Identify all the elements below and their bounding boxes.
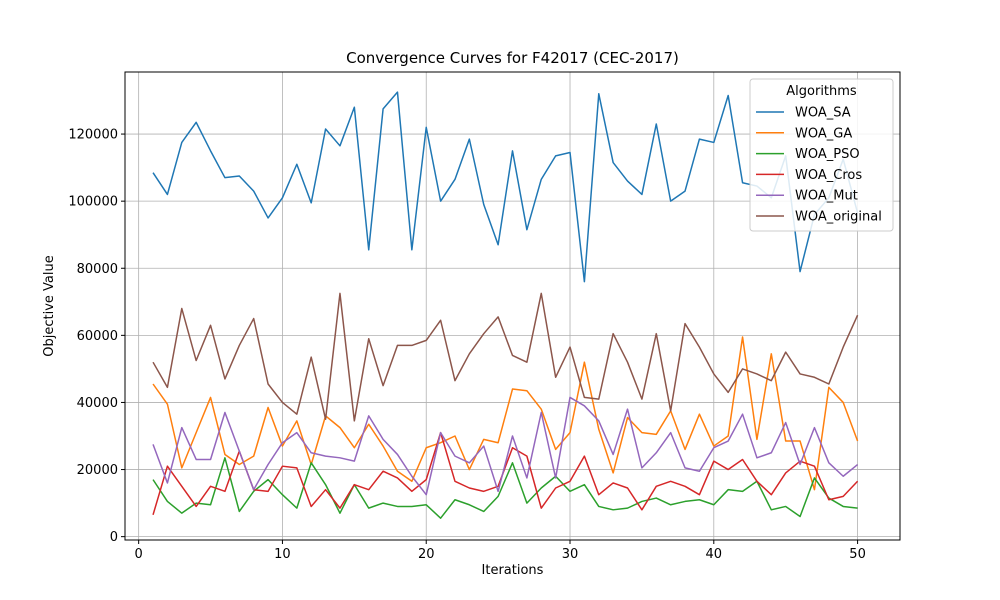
axis-ticks: 0 10 20 30 40 50 0 20000 40000 60000 80000 100000 12… <box>68 128 865 562</box>
legend-label-woa-pso: WOA_PSO <box>795 147 860 162</box>
x-tick-label: 50 <box>849 547 866 562</box>
x-tick-label: 20 <box>418 547 435 562</box>
x-tick-label: 30 <box>562 547 579 562</box>
y-axis-title: Objective Value <box>42 255 57 356</box>
plot-frame <box>124 71 901 541</box>
chart-title: Convergence Curves for F42017 (CEC-2017) <box>346 49 679 67</box>
series-line-woa-sa <box>152 91 859 283</box>
y-tick-label: 100000 <box>68 195 118 210</box>
legend-title: Algorithms <box>786 84 857 99</box>
legend-label-woa-mut: WOA_Mut <box>795 189 858 204</box>
series-line-woa-pso <box>152 457 858 519</box>
y-tick-label: 20000 <box>77 463 118 478</box>
legend-label-woa-original: WOA_original <box>795 210 882 225</box>
x-tick-label: 0 <box>135 547 143 562</box>
legend-label-woa-cros: WOA_Cros <box>795 168 862 183</box>
series-lines <box>152 91 859 519</box>
x-tick-label: 40 <box>706 547 723 562</box>
y-tick-label: 40000 <box>77 396 118 411</box>
series-line-woa-cros <box>152 431 859 516</box>
series-line-woa-ga <box>152 336 859 491</box>
x-tick-label: 10 <box>274 547 291 562</box>
legend-items: WOA_SA WOA_GA WOA_PSO WOA_Cros WOA_Mut WOA_or… <box>756 106 882 225</box>
legend-label-woa-sa: WOA_SA <box>795 106 851 121</box>
legend: Algorithms WOA_SAWOA_GAWOA_PSOWOA_CrosWO… <box>749 78 894 232</box>
grid <box>125 72 900 540</box>
y-tick-label: 60000 <box>77 329 118 344</box>
x-axis-title: Iterations <box>482 563 544 578</box>
y-tick-label: 0 <box>110 530 118 545</box>
series-line-woa-mut <box>152 396 859 496</box>
y-tick-label: 120000 <box>68 128 118 143</box>
legend-label-woa-ga: WOA_GA <box>795 126 852 141</box>
y-tick-label: 80000 <box>77 262 118 277</box>
series-line-woa-original <box>152 292 859 422</box>
legend-box <box>749 78 894 232</box>
